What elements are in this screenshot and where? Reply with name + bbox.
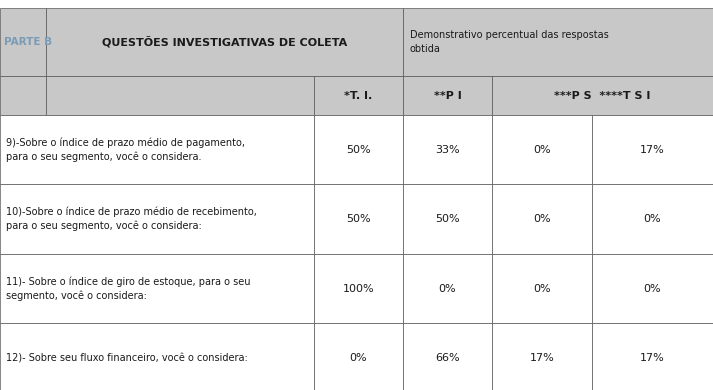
Bar bbox=[403, 323, 492, 390]
Text: *T. I.: *T. I. bbox=[344, 90, 372, 101]
Bar bbox=[46, 8, 403, 76]
Text: 17%: 17% bbox=[640, 145, 665, 155]
Text: 100%: 100% bbox=[342, 284, 374, 294]
Bar bbox=[314, 254, 403, 323]
Text: 50%: 50% bbox=[435, 214, 460, 224]
Bar bbox=[492, 115, 592, 184]
Bar bbox=[0, 76, 46, 115]
Text: 0%: 0% bbox=[533, 145, 550, 155]
Text: 17%: 17% bbox=[530, 353, 554, 363]
Bar bbox=[314, 323, 403, 390]
Bar bbox=[592, 115, 713, 184]
Text: 66%: 66% bbox=[435, 353, 460, 363]
Bar bbox=[403, 8, 713, 76]
Bar bbox=[0, 184, 314, 254]
Text: 0%: 0% bbox=[644, 284, 661, 294]
Text: 12)- Sobre seu fluxo financeiro, você o considera:: 12)- Sobre seu fluxo financeiro, você o … bbox=[6, 353, 247, 363]
Text: 17%: 17% bbox=[640, 353, 665, 363]
Text: 9)-Sobre o índice de prazo médio de pagamento,
para o seu segmento, você o consi: 9)-Sobre o índice de prazo médio de paga… bbox=[6, 138, 245, 162]
Bar bbox=[403, 115, 492, 184]
Text: PARTE B: PARTE B bbox=[4, 37, 51, 47]
Bar bbox=[492, 254, 592, 323]
Text: 0%: 0% bbox=[644, 214, 661, 224]
Bar bbox=[403, 184, 492, 254]
Text: 0%: 0% bbox=[438, 284, 456, 294]
Bar bbox=[0, 323, 314, 390]
Bar bbox=[492, 76, 713, 115]
Text: ***P S  ****T S I: ***P S ****T S I bbox=[554, 90, 651, 101]
Text: 0%: 0% bbox=[533, 214, 550, 224]
Bar bbox=[492, 323, 592, 390]
Bar bbox=[314, 184, 403, 254]
Text: QUESTÕES INVESTIGATIVAS DE COLETA: QUESTÕES INVESTIGATIVAS DE COLETA bbox=[102, 36, 347, 48]
Text: 10)-Sobre o índice de prazo médio de recebimento,
para o seu segmento, você o co: 10)-Sobre o índice de prazo médio de rec… bbox=[6, 207, 257, 231]
Bar bbox=[314, 115, 403, 184]
Bar bbox=[403, 254, 492, 323]
Text: Demonstrativo percentual das respostas
obtida: Demonstrativo percentual das respostas o… bbox=[410, 30, 609, 53]
Text: 33%: 33% bbox=[435, 145, 460, 155]
Bar bbox=[403, 76, 492, 115]
Text: 11)- Sobre o índice de giro de estoque, para o seu
segmento, você o considera:: 11)- Sobre o índice de giro de estoque, … bbox=[6, 277, 250, 301]
Bar bbox=[592, 323, 713, 390]
Text: **P I: **P I bbox=[434, 90, 461, 101]
Bar bbox=[492, 184, 592, 254]
Bar bbox=[592, 254, 713, 323]
Bar bbox=[46, 76, 314, 115]
Text: 50%: 50% bbox=[346, 145, 371, 155]
Text: 50%: 50% bbox=[346, 214, 371, 224]
Bar bbox=[0, 8, 46, 76]
Text: 0%: 0% bbox=[349, 353, 367, 363]
Bar bbox=[314, 76, 403, 115]
Bar bbox=[592, 184, 713, 254]
Bar bbox=[0, 254, 314, 323]
Bar bbox=[0, 115, 314, 184]
Text: 0%: 0% bbox=[533, 284, 550, 294]
